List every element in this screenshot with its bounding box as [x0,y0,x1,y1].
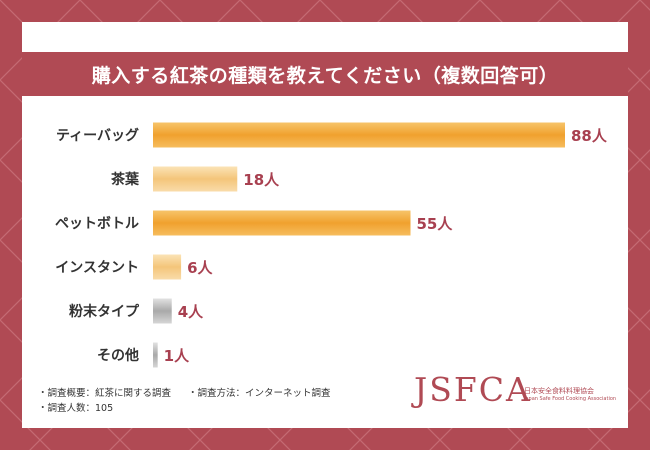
bar [153,298,172,324]
bar [153,122,565,148]
survey-method: ・調査方法：インターネット調査 [188,388,331,399]
value-label: 88人 [571,127,608,145]
logo-sub-japanese: 日本安全食料料理協会 [524,387,594,395]
category-label: ペットボトル [55,216,139,232]
chart-title-text: 購入する紅茶の種類を教えてください（複数回答可） [91,64,559,87]
bar [153,166,238,192]
survey-notes: ・調査概要：紅茶に関する調査 ・調査方法：インターネット調査 ・調査人数：105 [38,386,331,416]
survey-summary: ・調査概要：紅茶に関する調査 [38,388,172,399]
category-label: その他 [97,347,139,364]
bar [153,342,158,368]
value-label: 1人 [164,347,190,365]
value-label: 55人 [417,215,454,233]
value-label: 18人 [243,171,280,189]
bar [153,210,411,236]
survey-respondents: ・調査人数：105 [38,403,114,414]
chart-title: 購入する紅茶の種類を教えてください（複数回答可） [22,52,628,96]
jsfca-logo: JSFCA 日本安全食料料理協会 Japan Safe Food Cooking… [414,370,617,410]
logo-sub-english: Japan Safe Food Cooking Association [524,396,617,402]
logo-main-text: JSFCA [414,370,532,409]
value-label: 4人 [178,303,204,321]
value-label: 6人 [187,259,213,277]
category-label: インスタント [55,260,139,276]
category-label: 茶葉 [110,171,140,188]
bar [153,254,182,280]
category-label: ティーバッグ [56,127,139,144]
category-label: 粉末タイプ [69,303,140,320]
